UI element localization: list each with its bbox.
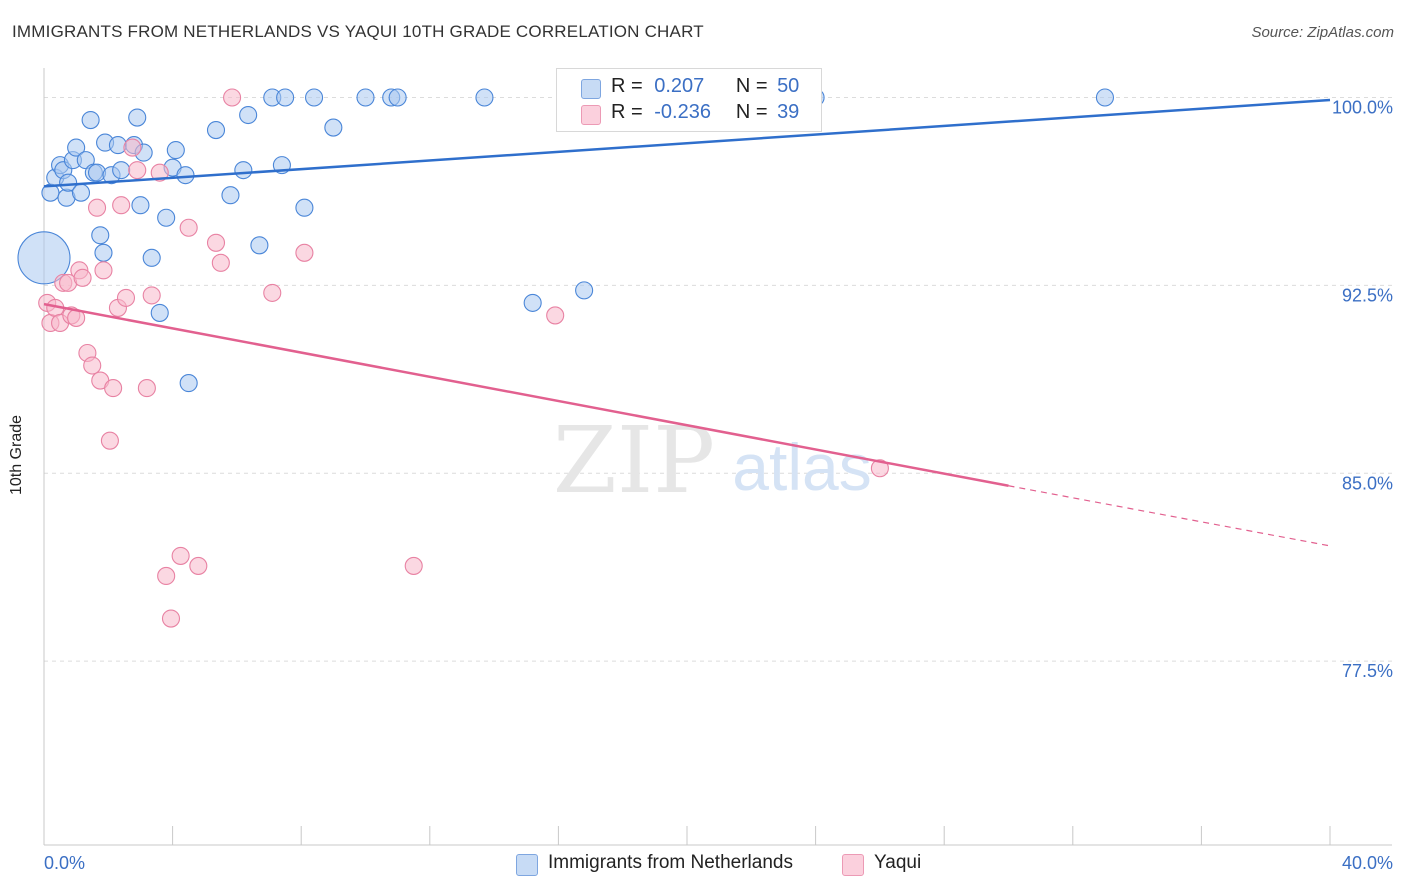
data-point bbox=[73, 268, 92, 287]
watermark: ZIP atlas bbox=[553, 407, 872, 514]
data-point bbox=[263, 283, 282, 302]
trend-line-netherlands bbox=[43, 98, 1331, 188]
legend-label: Immigrants from Netherlands bbox=[548, 852, 793, 873]
data-point bbox=[305, 88, 324, 107]
data-point bbox=[166, 141, 185, 160]
data-point bbox=[575, 281, 594, 300]
legend-swatch-pink bbox=[581, 105, 601, 125]
data-point bbox=[94, 261, 113, 280]
data-point bbox=[206, 121, 226, 140]
legend-swatch-blue bbox=[581, 79, 601, 99]
data-point bbox=[206, 233, 226, 252]
legend-swatch-blue bbox=[516, 854, 538, 876]
data-point bbox=[161, 609, 181, 628]
data-point bbox=[100, 431, 119, 450]
data-point bbox=[179, 218, 198, 237]
data-point bbox=[131, 196, 150, 215]
data-point bbox=[81, 110, 100, 130]
r-label: R = bbox=[611, 75, 643, 97]
data-point bbox=[137, 379, 156, 398]
data-point bbox=[295, 243, 314, 262]
data-point bbox=[388, 88, 407, 107]
data-point bbox=[176, 166, 195, 185]
data-point bbox=[17, 231, 71, 285]
data-point bbox=[475, 88, 494, 107]
r-value: 0.207 bbox=[654, 75, 705, 97]
legend-swatch-pink bbox=[842, 854, 864, 876]
watermark-zip: ZIP bbox=[553, 407, 715, 514]
data-point bbox=[356, 88, 375, 107]
r-value: -0.236 bbox=[654, 101, 711, 123]
data-point bbox=[221, 186, 240, 205]
data-point bbox=[234, 161, 253, 180]
y-tick-label: 92.5% bbox=[1342, 285, 1393, 305]
n-value: 39 bbox=[777, 101, 800, 123]
trend-lines bbox=[43, 98, 1331, 547]
data-point bbox=[142, 286, 161, 305]
data-point bbox=[404, 556, 423, 575]
data-point bbox=[157, 208, 176, 227]
data-point bbox=[116, 288, 136, 307]
data-point bbox=[239, 105, 258, 125]
data-point bbox=[150, 163, 169, 182]
n-label: N = bbox=[735, 101, 768, 123]
data-point bbox=[142, 248, 161, 267]
trend-line-yaqui bbox=[43, 302, 1009, 488]
y-tick-label: 100.0% bbox=[1332, 98, 1393, 118]
data-point bbox=[1095, 88, 1114, 107]
n-label: N = bbox=[735, 75, 768, 97]
y-tick-label: 85.0% bbox=[1342, 473, 1393, 493]
chart-title: IMMIGRANTS FROM NETHERLANDS VS YAQUI 10T… bbox=[12, 22, 704, 41]
data-point bbox=[870, 459, 889, 478]
y-tick-label: 77.5% bbox=[1342, 661, 1393, 681]
n-value: 50 bbox=[777, 75, 800, 97]
data-point bbox=[211, 253, 230, 272]
data-point bbox=[276, 88, 295, 107]
data-point bbox=[324, 118, 343, 137]
data-point bbox=[179, 374, 198, 393]
series-yaqui bbox=[38, 88, 889, 628]
x-tick-label: 40.0% bbox=[1342, 853, 1393, 873]
r-label: R = bbox=[611, 101, 643, 123]
data-point bbox=[123, 138, 142, 157]
data-point bbox=[546, 306, 565, 325]
data-point bbox=[250, 236, 269, 255]
data-point bbox=[128, 161, 147, 180]
tick-labels: 77.5% 85.0% 92.5% 100.0% 0.0% 40.0% bbox=[44, 98, 1393, 874]
data-point bbox=[83, 356, 102, 375]
data-point bbox=[223, 88, 242, 107]
data-point bbox=[91, 226, 110, 245]
data-point bbox=[104, 379, 123, 398]
data-point bbox=[59, 173, 78, 192]
data-point bbox=[128, 108, 147, 127]
stats-legend: R = 0.207 N = 50 R = -0.236 N = 39 bbox=[556, 68, 822, 132]
x-tick-label: 0.0% bbox=[44, 853, 85, 873]
data-point bbox=[87, 198, 107, 217]
data-point bbox=[189, 556, 208, 575]
source-label: Source: ZipAtlas.com bbox=[1251, 24, 1394, 41]
data-point bbox=[295, 198, 314, 217]
data-point bbox=[71, 183, 91, 202]
data-point bbox=[157, 566, 176, 586]
watermark-atlas: atlas bbox=[732, 430, 871, 504]
trend-line-yaqui-extension bbox=[1008, 485, 1331, 547]
data-point bbox=[67, 138, 86, 157]
series-netherlands bbox=[17, 88, 1114, 393]
axes bbox=[43, 68, 1392, 846]
data-point bbox=[112, 196, 131, 215]
data-point bbox=[150, 303, 169, 322]
grid-lines bbox=[44, 97, 1392, 662]
legend-label: Yaqui bbox=[874, 852, 922, 873]
data-point bbox=[112, 161, 131, 180]
data-point bbox=[171, 546, 190, 565]
data-point bbox=[94, 243, 113, 262]
data-point bbox=[523, 293, 542, 312]
